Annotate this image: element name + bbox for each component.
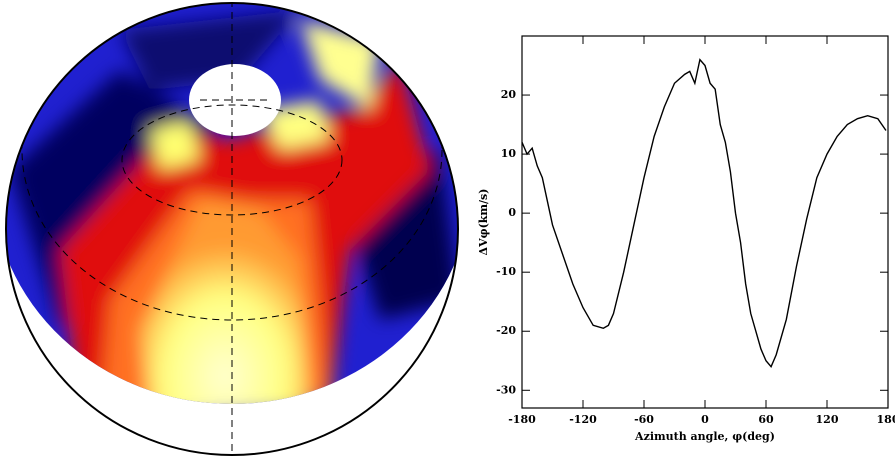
y-tick-label: -20 [496,324,516,337]
y-tick-label: -30 [496,383,516,396]
sphere-image [5,2,459,456]
plot-frame [521,35,889,409]
y-axis-label: ΔVφ(km/s) [477,189,490,256]
x-tick-label: 0 [701,413,709,426]
y-tick-label: 20 [501,88,517,101]
x-axis-label: Azimuth angle, φ(deg) [634,430,775,443]
data-line [521,58,887,368]
y-tick-label: 10 [501,147,517,160]
y-tick-label: 0 [508,206,516,219]
x-tick-label: 60 [758,413,774,426]
x-tick-label: -60 [634,413,654,426]
x-tick-label: 180 [877,413,895,426]
y-tick-label: -10 [496,265,516,278]
x-tick-label: 120 [816,413,839,426]
x-tick-label: -180 [508,413,536,426]
x-tick-label: -120 [569,413,597,426]
